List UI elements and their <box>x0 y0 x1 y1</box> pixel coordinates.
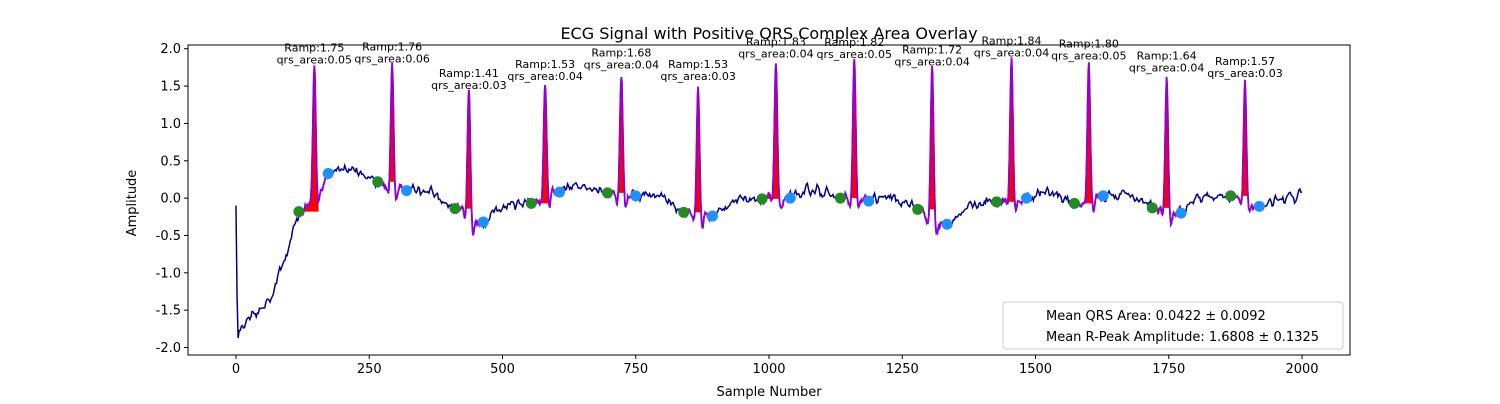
y-tick-label: 2.0 <box>160 42 181 57</box>
qrs-onset-marker <box>834 192 846 204</box>
qrs-onset-marker <box>912 203 924 215</box>
qrs-offset-marker <box>784 192 796 204</box>
qrs-offset-marker <box>1253 200 1265 212</box>
qrs-onset-marker <box>991 196 1003 208</box>
legend-entry-mean-r-peak-amplitude: Mean R-Peak Amplitude: 1.6808 ± 0.1325 <box>1046 330 1319 345</box>
qrs-offset-marker <box>863 195 875 207</box>
qrs-offset-marker <box>322 167 334 179</box>
qrs-offset-marker <box>401 185 413 197</box>
r-peak-amplitude-label: Ramp:1.53 <box>668 58 728 71</box>
legend-box <box>1002 301 1344 350</box>
qrs-onset-marker <box>449 203 461 215</box>
r-peak-amplitude-label: Ramp:1.41 <box>439 67 499 80</box>
y-tick-label: -1.5 <box>156 304 181 319</box>
qrs-offset-marker <box>554 186 566 198</box>
qrs-area-label: qrs_area:0.04 <box>974 47 1049 60</box>
r-peak-amplitude-label: Ramp:1.80 <box>1059 38 1119 51</box>
qrs-offset-marker <box>706 210 718 222</box>
x-tick-label: 500 <box>490 362 515 377</box>
y-tick-label: -0.5 <box>156 229 181 244</box>
qrs-onset-marker <box>293 206 305 218</box>
y-tick-label: 0.0 <box>160 192 181 207</box>
qrs-area-label: qrs_area:0.03 <box>431 79 506 92</box>
y-tick-label: -1.0 <box>156 266 181 281</box>
r-peak-amplitude-label: Ramp:1.84 <box>982 35 1042 48</box>
qrs-onset-marker <box>1146 202 1158 214</box>
r-peak-amplitude-label: Ramp:1.68 <box>591 47 651 60</box>
x-axis: 0 250 500 750 1000 1250 1500 1750 2000 <box>232 355 1319 377</box>
y-tick-label: 1.0 <box>160 117 181 132</box>
x-tick-label: 1000 <box>752 362 785 377</box>
qrs-offset-marker <box>1020 192 1032 204</box>
qrs-area-label: qrs_area:0.03 <box>1207 67 1282 80</box>
x-tick-label: 1500 <box>1019 362 1052 377</box>
qrs-onset-marker <box>372 176 384 188</box>
qrs-area-label: qrs_area:0.05 <box>1051 50 1126 63</box>
qrs-onset-marker <box>756 193 768 205</box>
qrs-area-label: qrs_area:0.04 <box>1129 62 1204 75</box>
legend: Mean QRS Area: 0.0422 ± 0.0092 Mean R-Pe… <box>1002 301 1344 350</box>
r-peak-amplitude-label: Ramp:1.57 <box>1215 55 1275 68</box>
qrs-area-label: qrs_area:0.04 <box>738 47 813 60</box>
qrs-area-label: qrs_area:0.05 <box>277 53 352 66</box>
x-axis-label: Sample Number <box>716 385 822 400</box>
y-tick-label: -2.0 <box>156 341 181 356</box>
qrs-area-label: qrs_area:0.05 <box>817 48 892 61</box>
r-peak-amplitude-label: Ramp:1.76 <box>362 41 422 54</box>
qrs-onset-marker <box>601 187 613 199</box>
y-tick-label: 0.5 <box>160 154 181 169</box>
qrs-area-label: qrs_area:0.04 <box>584 59 659 72</box>
chart-title: ECG Signal with Positive QRS Complex Are… <box>560 24 977 43</box>
legend-entry-mean-qrs-area: Mean QRS Area: 0.0422 ± 0.0092 <box>1046 309 1266 324</box>
qrs-offset-marker <box>630 190 642 202</box>
r-peak-amplitude-label: Ramp:1.64 <box>1137 50 1197 63</box>
x-tick-label: 2000 <box>1285 362 1318 377</box>
y-tick-label: 1.5 <box>160 80 181 95</box>
x-tick-label: 750 <box>623 362 648 377</box>
qrs-offset-marker <box>1175 207 1187 219</box>
qrs-onset-marker <box>525 197 537 209</box>
y-axis-label: Amplitude <box>125 170 140 237</box>
qrs-area-label: qrs_area:0.04 <box>507 70 582 83</box>
x-tick-label: 1750 <box>1152 362 1185 377</box>
qrs-offset-marker <box>941 218 953 230</box>
x-tick-label: 1250 <box>886 362 919 377</box>
qrs-area-label: qrs_area:0.03 <box>660 70 735 83</box>
r-peak-amplitude-label: Ramp:1.53 <box>515 58 575 71</box>
x-tick-label: 0 <box>232 362 240 377</box>
y-axis: -2.0 -1.5 -1.0 -0.5 0.0 0.5 1.0 1.5 2.0 <box>156 42 188 356</box>
qrs-area-label: qrs_area:0.06 <box>354 53 429 66</box>
qrs-offset-marker <box>477 216 489 228</box>
qrs-offset-marker <box>1097 190 1109 202</box>
qrs-onset-marker <box>1068 197 1080 209</box>
r-peak-amplitude-label: Ramp:1.72 <box>902 44 962 57</box>
qrs-onset-marker <box>1225 190 1237 202</box>
qrs-area-label: qrs_area:0.04 <box>894 56 969 69</box>
qrs-onset-marker <box>678 206 690 218</box>
qrs-segment-line <box>376 62 408 201</box>
r-peak-amplitude-label: Ramp:1.82 <box>824 36 884 49</box>
x-tick-label: 250 <box>357 362 382 377</box>
